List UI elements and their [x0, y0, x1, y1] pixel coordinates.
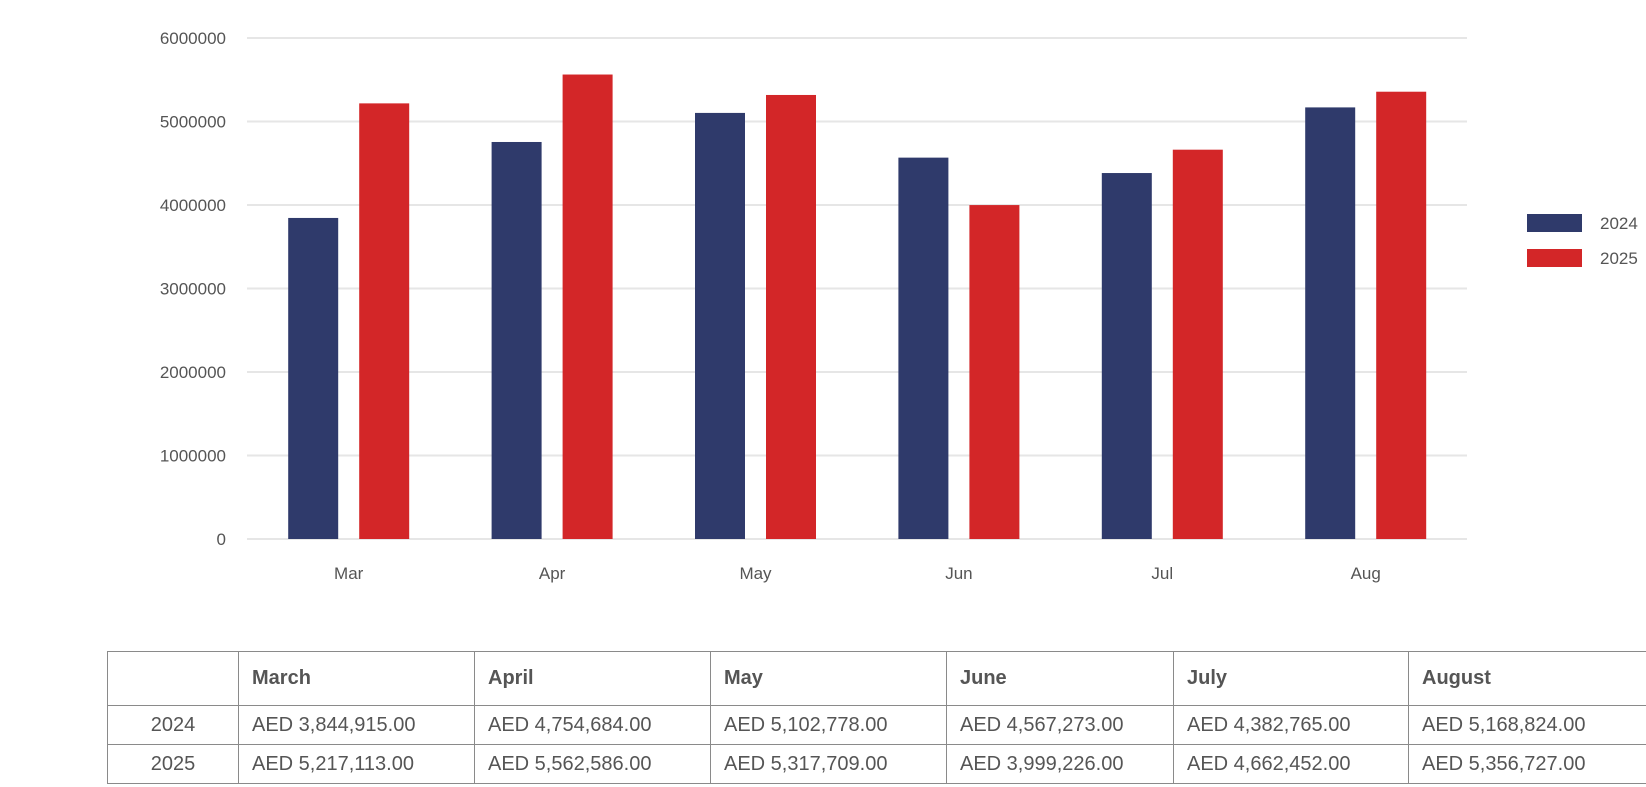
y-tick-label: 2000000 — [160, 363, 226, 382]
data-table: March April May June July August 2024 AE… — [107, 651, 1646, 784]
table-row-label: 2024 — [107, 705, 239, 745]
y-tick-label: 3000000 — [160, 280, 226, 299]
table-cell: AED 5,356,727.00 — [1408, 744, 1646, 784]
y-axis: 0 1000000 2000000 3000000 4000000 5000000 6000… — [160, 29, 226, 549]
bar-2025-Mar — [359, 103, 410, 539]
table-header-cell: July — [1173, 651, 1409, 706]
table-header-cell: May — [710, 651, 947, 706]
table-cell: AED 4,662,452.00 — [1173, 744, 1409, 784]
y-tick-label: 1000000 — [160, 447, 226, 466]
y-tick-label: 5000000 — [160, 113, 226, 132]
bar-2025-Aug — [1376, 91, 1427, 540]
table-header-cell: March — [238, 651, 475, 706]
legend-label: 2024 — [1600, 214, 1638, 233]
y-tick-label: 0 — [217, 530, 226, 549]
table-header-cell: April — [474, 651, 711, 706]
x-tick-label: Mar — [334, 564, 364, 583]
legend: 2024 2025 — [1527, 214, 1638, 268]
table-row: 2024 AED 3,844,915.00 AED 4,754,684.00 A… — [107, 705, 1646, 745]
legend-swatch — [1527, 214, 1582, 232]
table-cell: AED 4,754,684.00 — [474, 705, 711, 745]
table-cell: AED 5,102,778.00 — [710, 705, 947, 745]
bar-2024-May — [695, 112, 745, 540]
table-cell: AED 4,382,765.00 — [1173, 705, 1409, 745]
table-cell: AED 3,844,915.00 — [238, 705, 475, 745]
table-row-label: 2025 — [107, 744, 239, 784]
table-cell: AED 5,168,824.00 — [1408, 705, 1646, 745]
bar-chart: 0 1000000 2000000 3000000 4000000 5000000 6000… — [160, 29, 1638, 583]
bar-2025-Jun — [969, 205, 1020, 539]
table-header-row: March April May June July August — [107, 651, 1646, 706]
table-corner-cell — [107, 651, 239, 706]
table-header-cell: August — [1408, 651, 1646, 706]
bar-2025-Apr — [562, 74, 613, 539]
y-tick-label: 4000000 — [160, 196, 226, 215]
table-cell: AED 5,562,586.00 — [474, 744, 711, 784]
x-tick-label: Aug — [1351, 564, 1381, 583]
x-tick-label: May — [739, 564, 772, 583]
x-tick-label: Jun — [945, 564, 972, 583]
table-cell: AED 5,317,709.00 — [710, 744, 947, 784]
x-axis: Mar Apr May Jun Jul Aug — [334, 564, 1381, 583]
bar-2024-Jun — [898, 157, 949, 540]
table-header-cell: June — [946, 651, 1174, 706]
bar-2024-Apr — [491, 141, 542, 539]
legend-label: 2025 — [1600, 249, 1638, 268]
bar-2025-Jul — [1172, 149, 1223, 540]
table-cell: AED 3,999,226.00 — [946, 744, 1174, 784]
bars — [288, 74, 1427, 540]
bar-2024-Mar — [288, 217, 339, 540]
legend-swatch — [1527, 249, 1582, 267]
table-cell: AED 5,217,113.00 — [238, 744, 475, 784]
table-row: 2025 AED 5,217,113.00 AED 5,562,586.00 A… — [107, 744, 1646, 784]
bar-2025-May — [766, 94, 816, 539]
x-tick-label: Jul — [1151, 564, 1173, 583]
x-tick-label: Apr — [539, 564, 566, 583]
y-tick-label: 6000000 — [160, 29, 226, 48]
gridlines — [247, 37, 1467, 540]
bar-2024-Jul — [1101, 173, 1152, 539]
table-cell: AED 4,567,273.00 — [946, 705, 1174, 745]
bar-2024-Aug — [1305, 107, 1356, 539]
